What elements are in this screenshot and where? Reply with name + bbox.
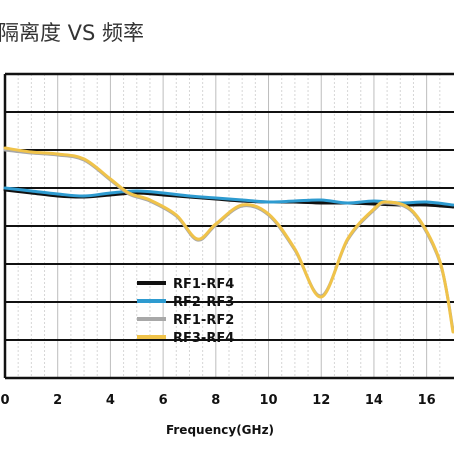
legend: RF1-RF4 RF2-RF3 RF1-RF2 RF3-RF4 bbox=[137, 277, 234, 346]
x-tick-label: 0 bbox=[0, 393, 9, 408]
legend-label: RF1-RF4 bbox=[173, 277, 234, 292]
x-axis-label: Frequency(GHz) bbox=[166, 423, 274, 437]
series-layer bbox=[3, 146, 454, 334]
x-tick-label: 12 bbox=[312, 393, 330, 408]
x-tick-label: 16 bbox=[418, 393, 436, 408]
legend-label: RF1-RF2 bbox=[173, 313, 234, 328]
chart-title: 隔离度 VS 频率 bbox=[0, 21, 144, 45]
series-line-rf3-rf4 bbox=[3, 146, 454, 334]
legend-label: RF2-RF3 bbox=[173, 295, 234, 310]
x-tick-label: 2 bbox=[53, 393, 62, 408]
x-tick-label: 8 bbox=[211, 393, 220, 408]
x-tick-label: 10 bbox=[259, 393, 277, 408]
x-tick-label: 14 bbox=[365, 393, 383, 408]
grid bbox=[5, 74, 454, 378]
plot-frame bbox=[3, 72, 454, 380]
x-tick-label: 6 bbox=[159, 393, 168, 408]
series-line-rf2-rf3 bbox=[3, 186, 454, 207]
x-tick-label: 4 bbox=[106, 393, 115, 408]
x-tick-labels: 0 2 4 6 8 10 12 14 16 bbox=[0, 393, 435, 408]
legend-label: RF3-RF4 bbox=[173, 331, 234, 346]
